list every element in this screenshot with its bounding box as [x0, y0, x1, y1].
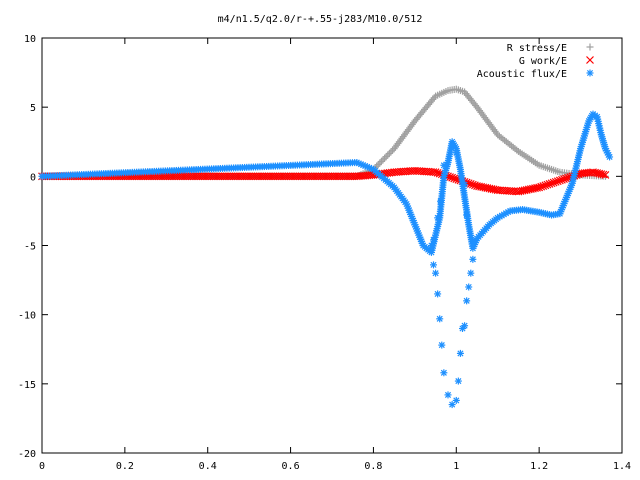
data-point [452, 175, 461, 184]
legend-marker [586, 43, 594, 51]
legend-marker [586, 69, 594, 77]
data-point [437, 197, 445, 205]
data-point [433, 168, 442, 177]
y-tick-label: 5 [30, 103, 36, 114]
legend-label: R stress/E [507, 43, 567, 54]
data-point [379, 156, 387, 164]
data-point [601, 171, 610, 179]
data-point [467, 269, 475, 277]
data-point [543, 180, 552, 189]
data-point [555, 176, 564, 185]
x-tick-label: 0.6 [282, 461, 300, 472]
data-point [469, 255, 477, 263]
data-point [564, 173, 573, 182]
data-point [463, 211, 471, 219]
data-point [430, 261, 437, 269]
data-point [430, 236, 437, 244]
data-point [606, 153, 614, 161]
data-point [387, 148, 395, 156]
data-point [452, 396, 460, 404]
y-tick-label: -20 [18, 449, 36, 460]
data-point [431, 168, 440, 177]
data-point [513, 146, 521, 154]
data-point [377, 157, 385, 165]
data-point [551, 177, 560, 186]
data-point [438, 341, 446, 349]
data-point [537, 182, 546, 191]
plot-frame [41, 37, 623, 454]
data-point [562, 174, 570, 183]
data-point [376, 159, 384, 167]
data-point [545, 180, 554, 188]
data-point [434, 290, 442, 298]
x-tick-label: 0 [39, 461, 45, 472]
x-tick-label: 0.4 [199, 461, 217, 472]
data-point [461, 322, 469, 330]
data-point [461, 181, 469, 189]
axes: 0 0.2 0.4 0.6 0.8 1 1.2 1.4 10 5 0 -5 -10 -15 -20 [18, 34, 631, 472]
data-point [452, 149, 460, 157]
legend: R stress/E G work/E Acoustic flux/E [477, 43, 594, 80]
data-point [382, 153, 390, 161]
y-tick-label: 10 [24, 34, 36, 45]
data-point [539, 182, 548, 190]
data-point [463, 297, 471, 305]
x-tick-label: 1 [453, 461, 459, 472]
series-layer [38, 85, 614, 409]
x-tick-label: 1.4 [613, 461, 631, 472]
data-point [535, 183, 544, 192]
data-point [381, 154, 389, 162]
data-point [385, 149, 393, 157]
data-point [436, 315, 444, 323]
data-point [560, 175, 568, 184]
y-tick-label: -5 [24, 242, 36, 253]
data-point [384, 151, 392, 159]
y-tick-label: -10 [18, 311, 36, 322]
data-point [440, 369, 448, 377]
legend-label: G work/E [519, 56, 567, 67]
y-tick-label: -15 [18, 380, 36, 391]
data-point [444, 391, 452, 399]
data-point [558, 175, 566, 184]
data-point [464, 179, 473, 188]
x-tick-label: 1.2 [530, 461, 548, 472]
data-point [454, 377, 462, 385]
data-point [553, 177, 562, 186]
x-tick-label: 0.8 [364, 461, 382, 472]
data-point [541, 181, 550, 190]
data-point [549, 178, 558, 187]
x-tick-label: 0.2 [116, 461, 134, 472]
data-point [465, 283, 473, 291]
data-point [599, 170, 608, 179]
y-tick-label: 0 [30, 172, 36, 183]
data-point [440, 161, 448, 169]
data-point [456, 349, 464, 357]
data-point [492, 129, 500, 137]
chart-title: m4/n1.5/q2.0/r-+.55-j283/M10.0/512 [218, 14, 423, 25]
data-point [448, 173, 457, 182]
legend-label: Acoustic flux/E [477, 69, 567, 80]
data-point [547, 179, 556, 188]
series-acoustic-flux-e [38, 110, 614, 409]
data-point [450, 174, 459, 183]
data-point [432, 269, 440, 277]
data-point [373, 162, 381, 170]
data-point [434, 214, 442, 222]
legend-marker [586, 56, 594, 64]
data-point [466, 180, 475, 188]
data-point [468, 180, 477, 189]
data-point [374, 161, 382, 169]
data-point [427, 242, 435, 249]
